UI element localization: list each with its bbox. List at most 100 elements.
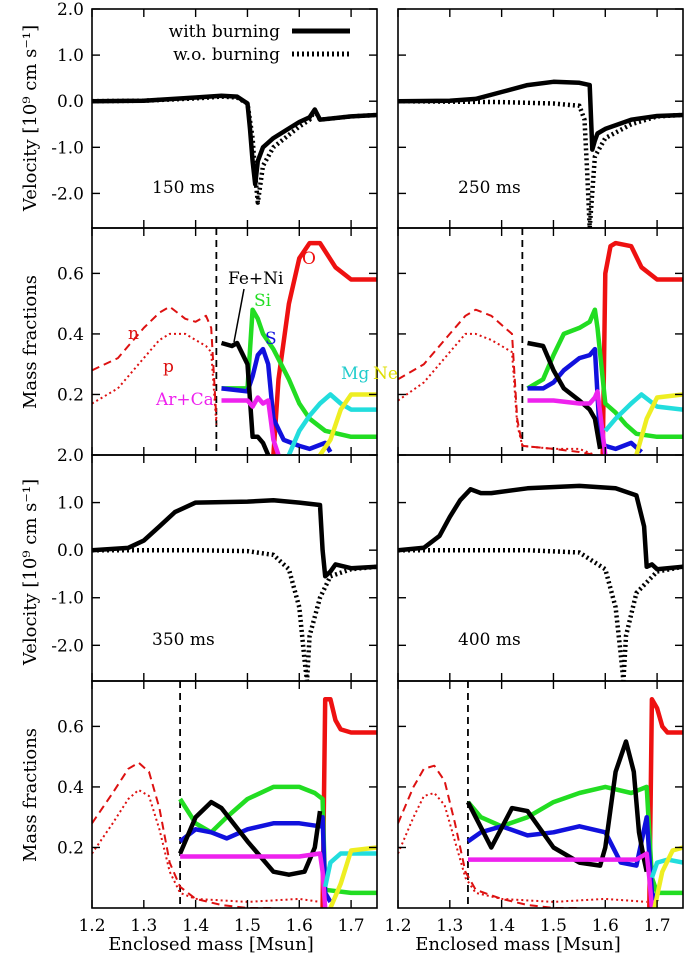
time-label-350: 350 ms [152,630,215,650]
plot-area-5 [398,228,683,455]
xtick-label: 1.3 [436,916,463,936]
ytick-label: 2.0 [57,446,84,466]
series-w-o-burning [92,94,377,205]
series-n [398,764,580,908]
ytick-label: 0.0 [57,92,84,112]
ytick-label: 0.4 [57,778,84,798]
velocity-ylabel-bottom: Velocity [10⁹ cm s⁻¹] [20,479,41,666]
plot-area-1 [398,79,683,228]
series-ne [634,392,683,455]
ytick-label: 0.0 [57,541,84,561]
plot-area-3 [398,483,683,681]
ytick-label: -1.0 [51,138,84,158]
velocity-ylabel-top: Velocity [10⁹ cm s⁻¹] [20,25,41,212]
series-fe [527,340,603,450]
series-ne [318,392,377,455]
ytick-label: 1.0 [57,494,84,514]
mass-ylabel-bottom: Mass fractions [20,728,41,862]
series-o [647,696,683,908]
panel-0: 2.0 1.0 0.0 -1.0 -2.0 [51,0,378,229]
xtick-label: 1.4 [182,916,209,936]
plot-area-6 [92,681,377,908]
species-label-mg: Mg [341,364,369,384]
series-p [92,789,321,903]
panel-frame [91,680,378,909]
plot-area-4 [92,228,377,455]
ytick-label: 0.6 [57,264,84,284]
ytick-label: -1.0 [51,589,84,609]
xtick-label: 1.6 [592,916,619,936]
panel-frame [91,227,378,456]
series-o [600,240,683,455]
fe-pointer-line [233,288,245,343]
panel-6: 0.2 0.4 0.6 1.2 1.3 1.4 1.5 1.6 1.7 [57,680,378,936]
ytick-label: -2.0 [51,184,84,204]
series-mg [603,392,683,433]
series-arca [527,389,608,455]
plot-area-0 [92,93,377,205]
series-n [92,761,274,908]
series-fe [178,799,323,877]
xtick-label: 1.2 [384,916,411,936]
xtick-label: 1.6 [286,916,313,936]
xtick-label: 1.4 [488,916,515,936]
series-with-burning [398,79,683,152]
ytick-label: -2.0 [51,636,84,656]
xtick-label: 1.5 [234,916,261,936]
series-p [398,332,596,455]
panel-7: 1.2 1.3 1.4 1.5 1.6 1.7 [384,680,684,936]
series-with-burning [92,93,377,187]
panel-frame [397,227,684,456]
series-o [271,240,377,455]
series-ne [328,845,377,908]
series-w-o-burning [92,547,377,681]
time-label-250: 250 ms [458,178,521,198]
series-fe [465,739,649,873]
xtick-label: 1.7 [338,916,365,936]
xtick-label: 1.7 [644,916,671,936]
panel-frame [397,680,684,909]
xlabel-right: Enclosed mass [Msun] [415,934,620,955]
series-s [466,814,660,904]
xlabel-left: Enclosed mass [Msun] [108,934,313,955]
series-s [527,346,643,454]
series-mg [286,392,377,455]
species-label-si: Si [254,291,272,311]
xtick-label: 1.3 [130,916,157,936]
species-label-arca: Ar+Ca [155,390,214,410]
plot-area-2 [92,497,377,681]
series-mg [323,851,377,888]
series-with-burning [92,497,377,579]
legend-without-burning-label: w.o. burning [173,45,280,65]
series-p [92,332,218,425]
ytick-label: 0.2 [57,838,84,858]
species-label-ne: Ne [373,364,398,384]
series-with-burning [398,483,683,572]
series-p [398,792,647,903]
series-si [526,307,683,440]
plot-area-7 [398,681,683,908]
species-label-fe: Fe+Ni [228,269,284,289]
species-label-o: O [302,249,316,269]
series-arca [221,395,281,455]
xtick-label: 1.2 [78,916,105,936]
panel-3 [397,454,684,682]
species-label-n: n [128,324,139,344]
ytick-label: 1.0 [57,46,84,66]
series-o [320,696,377,908]
series-s [178,814,333,904]
ytick-label: 0.4 [57,325,84,345]
legend-with-burning-label: with burning [169,22,280,42]
mass-ylabel-top: Mass fractions [20,275,41,409]
ytick-label: 0.2 [57,385,84,405]
series-ne [652,845,683,908]
species-label-p: p [163,357,174,377]
time-label-150: 150 ms [152,178,215,198]
xtick-label: 1.5 [540,916,567,936]
panel-5 [397,227,684,456]
series-si [221,307,377,440]
panels: 2.0 1.0 0.0 -1.0 -2.0 2.0 1.0 0.0 -1.0 -2.0 0.2 0.4… [51,0,684,936]
series-w-o-burning [398,547,683,681]
species-label-s: S [265,329,277,349]
series-arca [468,851,655,908]
